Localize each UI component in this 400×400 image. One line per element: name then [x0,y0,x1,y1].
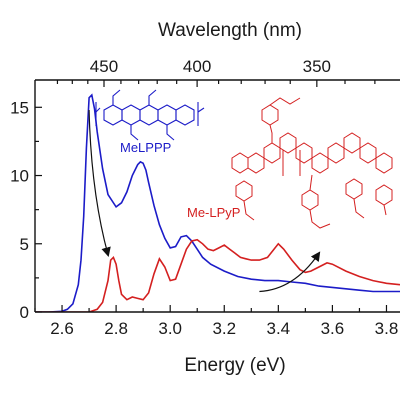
x-tick-label: 3.8 [375,319,399,338]
me-lpyp-structure-image [231,97,393,229]
x-tick-label: 2.6 [50,319,74,338]
arrow-melppp-to-me-lpyp [88,110,111,257]
arrow-me-lpyp-shift [259,251,321,293]
y-tick-label: 5 [20,235,29,254]
top-tick-label: 450 [90,57,118,76]
bottom-axis-title: Energy (eV) [184,355,285,376]
melppp-structure-image [95,89,205,141]
top-tick-label: 350 [303,57,331,76]
series-melppp-line [35,93,400,312]
melppp-series-label: MeLPPP [120,140,171,155]
y-tick-label: 10 [10,167,29,186]
x-tick-label: 2.8 [104,319,128,338]
top-axis-title: Wavelength (nm) [158,20,302,41]
x-tick-label: 3.0 [158,319,182,338]
x-tick-label: 3.6 [321,319,345,338]
y-tick-label: 0 [20,303,29,322]
x-tick-label: 3.2 [212,319,236,338]
me-lpyp-series-label: Me-LPyP [187,205,240,220]
top-tick-label: 400 [183,57,211,76]
y-tick-label: 15 [10,98,29,117]
series-me-lpyp-line [35,238,400,312]
x-tick-label: 3.4 [267,319,291,338]
